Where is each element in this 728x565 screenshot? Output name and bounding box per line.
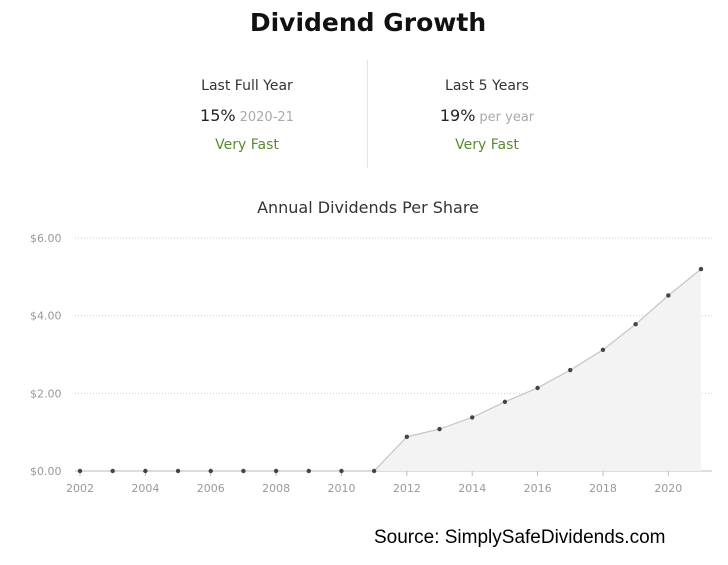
series-line	[80, 268, 702, 472]
data-point	[306, 468, 311, 474]
data-point	[143, 468, 148, 474]
stat-value: 15%	[200, 106, 236, 125]
data-point	[502, 399, 508, 405]
x-tick-label: 2012	[393, 482, 421, 495]
data-point	[208, 468, 213, 474]
x-tick-label: 2018	[589, 482, 617, 495]
data-point	[404, 434, 410, 440]
y-tick-label: $4.00	[30, 310, 62, 323]
stat-suffix: per year	[479, 110, 535, 125]
data-point	[568, 367, 573, 373]
data-point	[273, 468, 279, 474]
x-tick-label: 2016	[524, 482, 552, 495]
data-point	[77, 468, 83, 474]
page-title: Dividend Growth	[249, 8, 487, 37]
stats-divider	[367, 60, 368, 168]
source-note: Source: SimplySafeDividends.com	[374, 527, 666, 548]
x-tick-label: 2014	[458, 482, 486, 495]
x-tick-label: 2004	[131, 482, 159, 495]
stat-suffix: 2020-21	[239, 110, 294, 125]
data-point	[339, 468, 344, 474]
x-tick-label: 2008	[262, 482, 290, 495]
data-point	[698, 266, 704, 272]
data-point	[241, 468, 246, 474]
y-tick-label: $2.00	[30, 387, 62, 400]
data-point	[175, 468, 181, 474]
x-tick-label: 2020	[654, 482, 682, 495]
data-point	[666, 293, 671, 298]
data-point	[633, 322, 638, 327]
y-tick-label: $6.00	[30, 232, 62, 245]
y-tick-label: $0.00	[30, 465, 62, 478]
data-point	[470, 415, 475, 420]
data-point	[110, 468, 115, 474]
x-tick-label: 2006	[197, 482, 225, 495]
stat-last-full-year: Last Full Year 15% 2020-21 Very Fast	[122, 78, 372, 153]
x-tick-label: 2002	[66, 482, 94, 495]
stat-rating: Very Fast	[215, 137, 279, 153]
chart-title: Annual Dividends Per Share	[257, 198, 479, 217]
series-area	[80, 269, 701, 471]
stat-label: Last Full Year	[201, 78, 293, 94]
x-tick-label: 2010	[327, 482, 355, 495]
data-point	[535, 385, 540, 391]
dividends-chart: $0.00 $2.00 $4.00 $6.00 2002 2004 2006 2008 2010…	[30, 232, 712, 495]
data-point	[371, 468, 377, 474]
stat-label: Last 5 Years	[445, 78, 529, 94]
stat-rating: Very Fast	[455, 137, 519, 153]
data-point	[600, 347, 606, 353]
stat-value: 19%	[439, 106, 476, 125]
data-point	[437, 426, 442, 432]
stat-last-5-years: Last 5 Years 19% per year Very Fast	[362, 78, 612, 153]
